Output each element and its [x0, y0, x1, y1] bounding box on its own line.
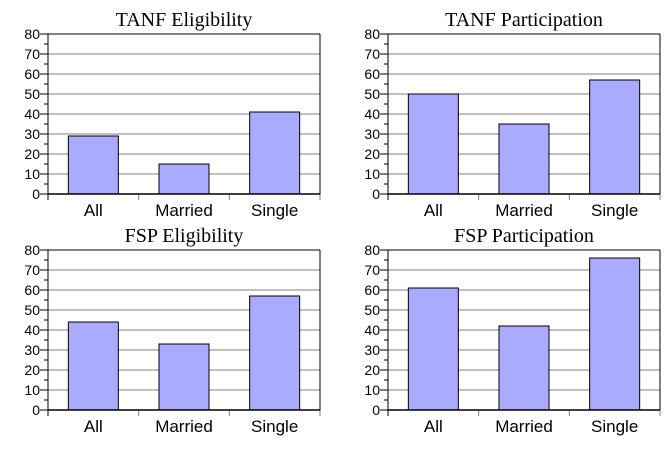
- y-tick-label: 70: [24, 46, 40, 62]
- y-tick-label: 40: [364, 106, 380, 122]
- chart-title: FSP Participation: [454, 225, 594, 247]
- bar-all: [67, 135, 119, 195]
- y-tick-label: 70: [364, 46, 380, 62]
- y-tick-label: 0: [32, 402, 40, 418]
- bar-single: [589, 257, 641, 411]
- y-tick-label: 50: [364, 302, 380, 318]
- y-tick-label: 40: [364, 322, 380, 338]
- bar-married: [498, 325, 550, 411]
- x-tick-label: Married: [495, 201, 553, 220]
- y-tick-label: 80: [24, 26, 40, 42]
- y-tick-label: 60: [24, 282, 40, 298]
- chart-title: TANF Participation: [445, 9, 603, 31]
- x-tick-label: All: [424, 201, 443, 220]
- y-tick-label: 50: [364, 86, 380, 102]
- y-tick-label: 10: [24, 166, 40, 182]
- y-tick-label: 60: [24, 66, 40, 82]
- x-tick-label: Married: [155, 417, 213, 436]
- y-tick-label: 10: [24, 382, 40, 398]
- y-tick-label: 70: [24, 262, 40, 278]
- chart-panel-3: 0 10 20 30 40 50 60 70 80 All Married Single FSP Eli…: [24, 225, 321, 436]
- y-tick-label: 60: [364, 66, 380, 82]
- y-tick-label: 10: [364, 382, 380, 398]
- x-tick-label: All: [84, 417, 103, 436]
- x-tick-label: All: [84, 201, 103, 220]
- y-tick-label: 30: [24, 342, 40, 358]
- y-tick-label: 70: [364, 262, 380, 278]
- y-tick-label: 20: [364, 362, 380, 378]
- y-tick-label: 30: [364, 126, 380, 142]
- x-tick-label: Single: [591, 201, 638, 220]
- x-tick-label: Married: [495, 417, 553, 436]
- y-tick-label: 20: [24, 146, 40, 162]
- chart-panel-2: 0 10 20 30 40 50 60 70 80 All Married Single TANF Pa…: [364, 9, 661, 220]
- y-tick-label: 0: [32, 186, 40, 202]
- y-tick-label: 40: [24, 322, 40, 338]
- y-tick-label: 60: [364, 282, 380, 298]
- bar-single: [249, 295, 301, 411]
- y-tick-label: 40: [24, 106, 40, 122]
- bar-single: [249, 111, 301, 195]
- x-tick-label: Single: [251, 417, 298, 436]
- y-tick-label: 50: [24, 86, 40, 102]
- chart-panel-1: 0 10 20 30 40 50 60 70 80 All Married Single TANF El…: [24, 9, 321, 220]
- bar-all: [67, 321, 119, 411]
- y-tick-label: 80: [364, 242, 380, 258]
- y-tick-label: 10: [364, 166, 380, 182]
- y-tick-label: 0: [372, 186, 380, 202]
- x-tick-label: Single: [251, 201, 298, 220]
- y-tick-label: 20: [24, 362, 40, 378]
- y-tick-label: 50: [24, 302, 40, 318]
- y-tick-label: 20: [364, 146, 380, 162]
- y-tick-label: 30: [364, 342, 380, 358]
- y-tick-label: 80: [364, 26, 380, 42]
- chart-title: FSP Eligibility: [125, 225, 244, 247]
- y-tick-label: 30: [24, 126, 40, 142]
- x-tick-label: Single: [591, 417, 638, 436]
- bar-married: [158, 343, 210, 411]
- bar-all: [407, 93, 459, 195]
- bar-married: [498, 123, 550, 195]
- x-tick-label: All: [424, 417, 443, 436]
- bar-all: [407, 287, 459, 411]
- chart-title: TANF Eligibility: [116, 9, 253, 31]
- bar-married: [158, 163, 210, 195]
- bar-single: [589, 79, 641, 195]
- y-tick-label: 80: [24, 242, 40, 258]
- chart-panel-4: 0 10 20 30 40 50 60 70 80 All Married Single FSP Par…: [364, 225, 661, 436]
- y-tick-label: 0: [372, 402, 380, 418]
- x-tick-label: Married: [155, 201, 213, 220]
